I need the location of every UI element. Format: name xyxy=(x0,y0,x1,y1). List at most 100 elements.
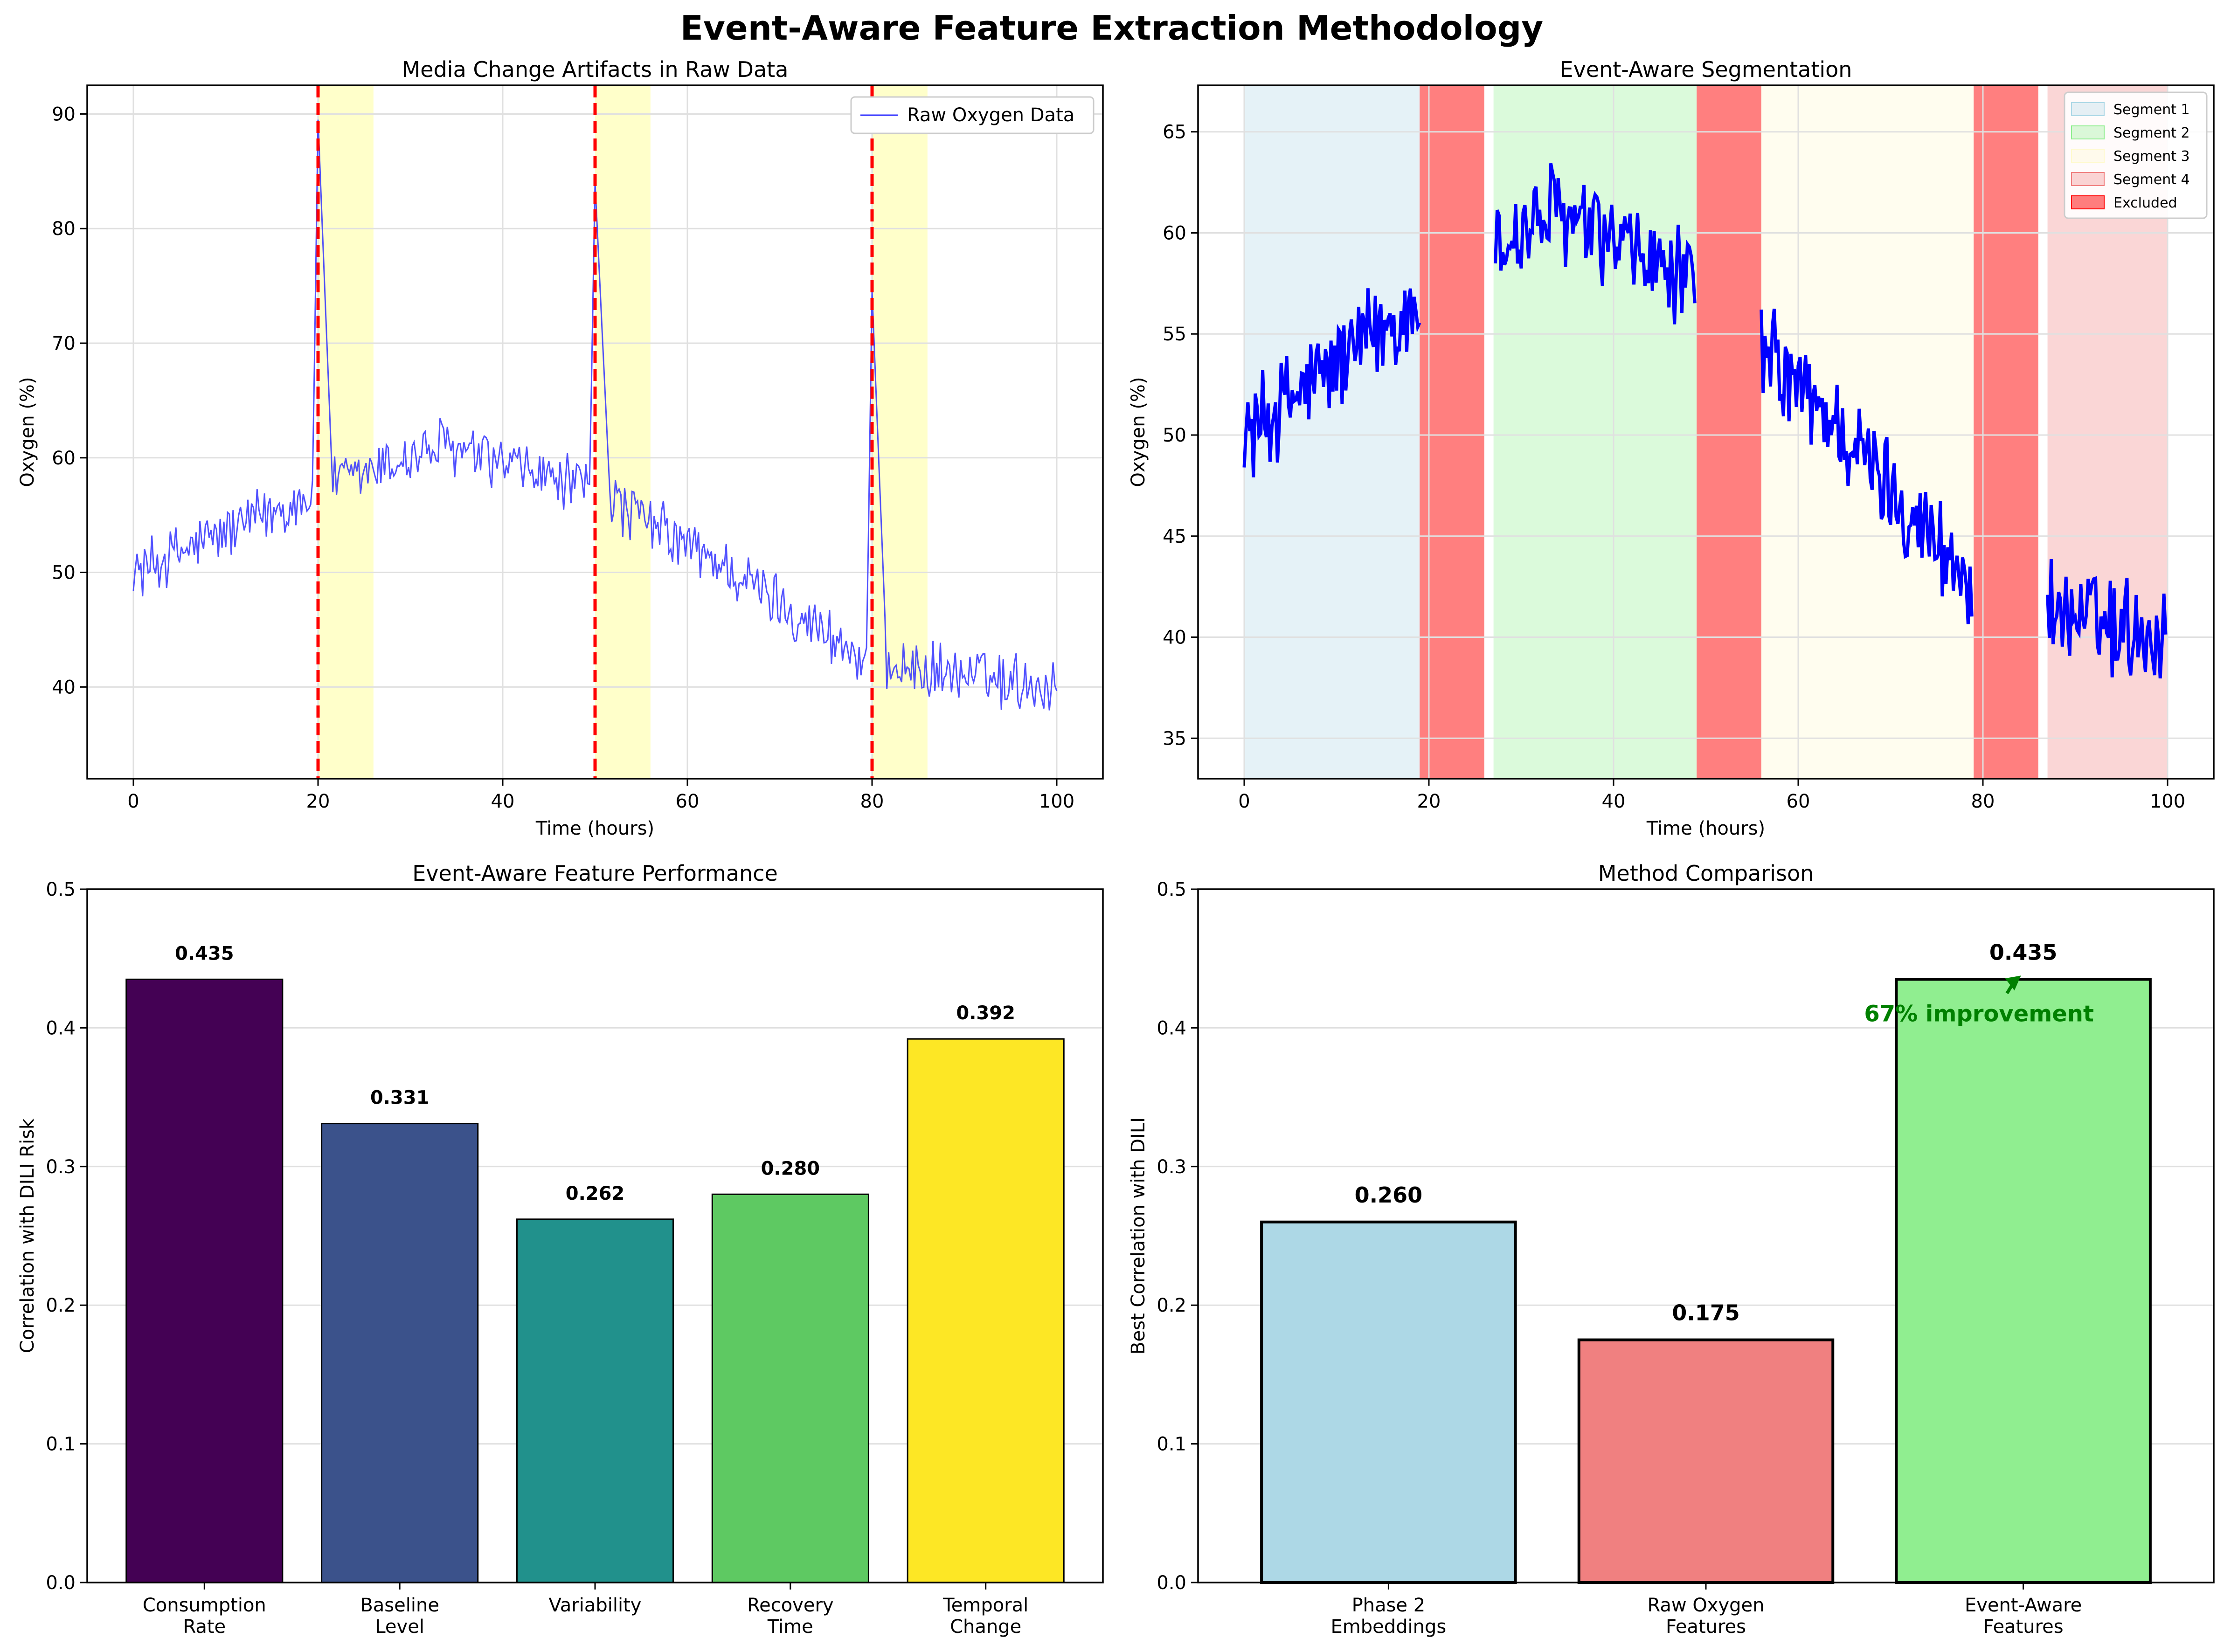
legend-swatch xyxy=(2071,102,2105,116)
y-tick-label: 70 xyxy=(52,333,76,354)
bar xyxy=(907,1038,1065,1583)
x-tick-label: Change xyxy=(950,1616,1021,1638)
bar xyxy=(1260,1220,1517,1584)
x-tick-label: Temporal xyxy=(942,1595,1028,1616)
y-tick-label: 50 xyxy=(1163,425,1186,446)
y-tick-label: 80 xyxy=(52,218,76,240)
bar-value-label: 0.262 xyxy=(566,1183,625,1204)
x-tick-label: 0 xyxy=(127,791,139,812)
x-tick-label: Features xyxy=(1666,1616,1746,1638)
legend-label: Segment 4 xyxy=(2113,172,2190,188)
x-tick-label: Time xyxy=(767,1616,813,1638)
x-tick-label: 60 xyxy=(676,791,700,812)
legend-label: Raw Oxygen Data xyxy=(907,104,1074,126)
y-axis-label: Oxygen (%) xyxy=(17,377,38,487)
y-tick-label: 0.2 xyxy=(46,1295,76,1316)
x-tick-label: Variability xyxy=(549,1595,642,1616)
axes-title: Event-Aware Feature Performance xyxy=(412,861,778,886)
y-tick-label: 0.3 xyxy=(1157,1156,1186,1178)
y-tick-label: 0.4 xyxy=(1157,1017,1186,1039)
legend-label: Segment 2 xyxy=(2113,125,2190,141)
segment-line xyxy=(1242,288,1421,477)
y-axis-label: Oxygen (%) xyxy=(1128,377,1149,487)
bar-value-label: 0.435 xyxy=(175,943,234,964)
excluded-band xyxy=(1974,85,2038,779)
y-axis-label: Correlation with DILI Risk xyxy=(17,1118,38,1353)
legend-box xyxy=(850,96,1095,134)
segment-band xyxy=(1493,85,1697,779)
axes-frame xyxy=(1197,84,2215,780)
y-tick-label: 0.1 xyxy=(46,1434,76,1455)
y-tick-label: 0.5 xyxy=(1157,879,1186,900)
x-tick-label: Raw Oxygen xyxy=(1647,1595,1764,1616)
bar xyxy=(711,1193,869,1583)
y-tick-label: 0.0 xyxy=(1157,1572,1186,1594)
bar xyxy=(516,1218,674,1583)
x-tick-label: 20 xyxy=(1417,791,1441,812)
x-tick-label: 40 xyxy=(1602,791,1626,812)
y-tick-label: 45 xyxy=(1163,526,1186,547)
legend-swatch xyxy=(2071,149,2105,163)
x-tick-label: Rate xyxy=(183,1616,226,1638)
y-tick-label: 50 xyxy=(52,562,76,584)
y-tick-label: 35 xyxy=(1163,728,1186,749)
legend-swatch xyxy=(2071,125,2105,139)
x-tick-label: 40 xyxy=(491,791,515,812)
legend-swatch xyxy=(2071,172,2105,186)
post-event-window xyxy=(595,85,651,779)
y-tick-label: 40 xyxy=(52,677,76,698)
x-axis-label: Time (hours) xyxy=(1646,818,1765,839)
annotation-arrowhead xyxy=(2005,975,2021,991)
x-tick-label: Features xyxy=(1983,1616,2064,1638)
x-tick-label: 0 xyxy=(1238,791,1250,812)
bar-value-label: 0.260 xyxy=(1355,1182,1423,1208)
bar-value-label: 0.280 xyxy=(761,1158,820,1179)
y-tick-label: 0.2 xyxy=(1157,1295,1186,1316)
y-tick-label: 55 xyxy=(1163,324,1186,345)
post-event-window xyxy=(318,85,374,779)
bar xyxy=(125,978,284,1583)
x-tick-label: 60 xyxy=(1787,791,1810,812)
bar xyxy=(1895,978,2152,1584)
y-tick-label: 0.5 xyxy=(46,879,76,900)
segment-line xyxy=(2046,559,2168,679)
legend-label: Excluded xyxy=(2113,195,2177,211)
legend-label: Segment 1 xyxy=(2113,102,2190,118)
x-tick-label: Event-Aware xyxy=(1965,1595,2082,1616)
x-axis-label: Time (hours) xyxy=(535,818,654,839)
x-tick-label: 100 xyxy=(2150,791,2185,812)
y-axis-label: Best Correlation with DILI xyxy=(1128,1117,1149,1355)
raw-data-panel: 40 50 60 70 80 90 0 20 40 60 80 100 Media Change Art… xyxy=(17,57,1104,839)
y-tick-label: 60 xyxy=(52,448,76,469)
excluded-band xyxy=(1697,85,1761,779)
figure-title: Event-Aware Feature Extraction Methodolo… xyxy=(680,8,1543,48)
y-tick-label: 60 xyxy=(1163,222,1186,244)
excluded-band xyxy=(1420,85,1484,779)
legend-box xyxy=(2064,91,2208,219)
bar xyxy=(1577,1338,1835,1584)
feature-performance-panel: 0.435 0.331 0.262 0.280 0.392 0.0 0.1 0.2 0.3 0.4… xyxy=(17,861,1104,1638)
y-tick-label: 0.3 xyxy=(46,1156,76,1178)
annotation-text: 67% improvement xyxy=(1864,1001,2094,1027)
x-tick-label: Embeddings xyxy=(1331,1616,1447,1638)
y-tick-label: 0.0 xyxy=(46,1572,76,1594)
x-tick-label: Baseline xyxy=(360,1595,439,1616)
y-tick-label: 90 xyxy=(52,104,76,125)
y-tick-label: 65 xyxy=(1163,122,1186,143)
y-tick-label: 40 xyxy=(1163,627,1186,649)
method-comparison-panel: 0.260 0.175 0.435 0.0 0.1 0.2 0.3 0.4 0.5 Phase 2… xyxy=(1128,861,2215,1638)
x-tick-label: Recovery xyxy=(747,1595,833,1616)
bar-value-label: 0.435 xyxy=(1989,940,2058,965)
legend-swatch xyxy=(2071,195,2105,209)
x-tick-label: 20 xyxy=(306,791,330,812)
y-tick-label: 0.1 xyxy=(1157,1434,1186,1455)
axes-title: Method Comparison xyxy=(1598,861,1814,886)
x-tick-label: Phase 2 xyxy=(1352,1595,1426,1616)
x-tick-label: 80 xyxy=(860,791,884,812)
y-tick-label: 0.4 xyxy=(46,1017,76,1039)
bar xyxy=(321,1123,479,1583)
segment-line xyxy=(1494,163,1697,325)
legend-label: Segment 3 xyxy=(2113,148,2190,165)
bar-value-label: 0.175 xyxy=(1672,1300,1740,1326)
